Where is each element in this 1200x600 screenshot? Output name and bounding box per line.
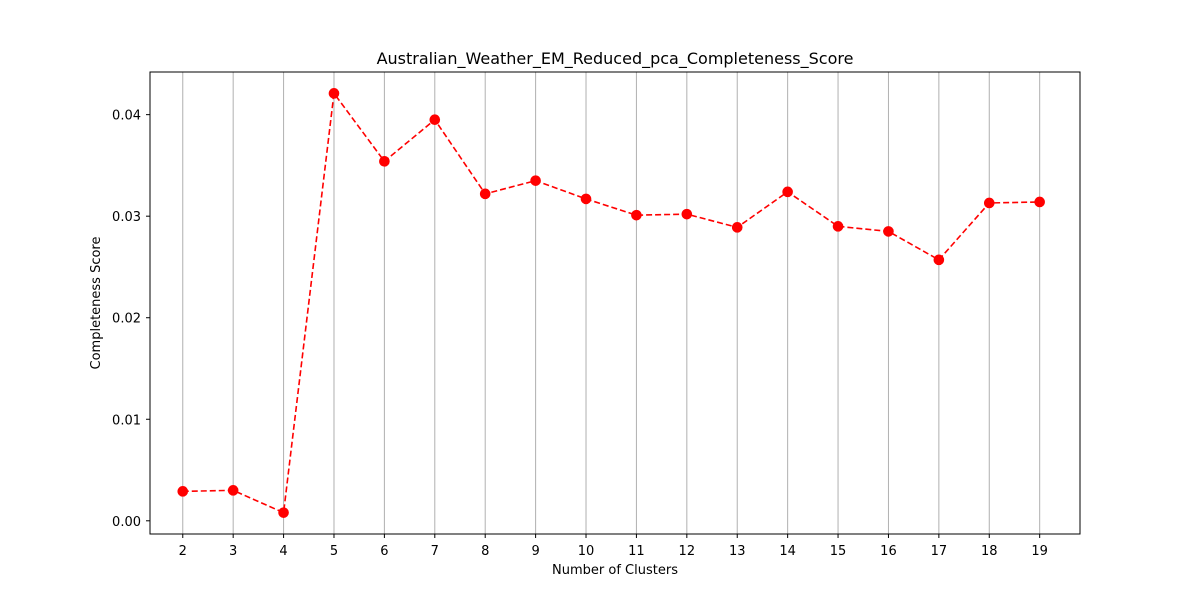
x-tick-label: 5 xyxy=(330,544,338,559)
x-tick-label: 9 xyxy=(531,544,539,559)
data-point xyxy=(681,208,693,220)
data-point xyxy=(278,507,289,518)
series-layer xyxy=(177,88,1045,518)
x-tick-label: 2 xyxy=(179,544,187,559)
y-tick-label: 0.00 xyxy=(112,515,141,530)
x-tick-label: 10 xyxy=(578,544,595,559)
data-point xyxy=(379,156,390,167)
x-axis-label: Number of Clusters xyxy=(552,563,678,578)
x-tick-label: 4 xyxy=(279,544,287,559)
x-tick-label: 15 xyxy=(830,544,847,559)
y-axis-ticks: 0.00 0.01 0.02 0.03 0.04 xyxy=(112,109,150,530)
data-point xyxy=(731,222,743,233)
data-point xyxy=(530,175,541,186)
data-point xyxy=(782,186,793,198)
x-tick-label: 19 xyxy=(1031,544,1048,559)
data-point xyxy=(580,193,592,205)
data-point xyxy=(1034,196,1045,208)
data-point xyxy=(479,188,491,200)
data-point xyxy=(227,485,239,496)
y-tick-label: 0.04 xyxy=(112,109,141,124)
x-axis-ticks: 2 3 4 5 6 7 8 9 10 11 12 13 14 15 16 17 18 19 xyxy=(179,534,1048,559)
x-tick-label: 8 xyxy=(481,544,489,559)
y-tick-label: 0.01 xyxy=(112,413,141,428)
data-point xyxy=(883,226,894,237)
x-tick-label: 3 xyxy=(229,544,237,559)
x-tick-label: 6 xyxy=(380,544,388,559)
x-tick-label: 17 xyxy=(931,544,948,559)
grid-lines xyxy=(182,72,1041,534)
data-point xyxy=(328,88,340,99)
data-point xyxy=(983,197,995,209)
data-point xyxy=(177,486,189,497)
x-tick-label: 12 xyxy=(679,544,696,559)
x-tick-label: 16 xyxy=(880,544,897,559)
y-tick-label: 0.03 xyxy=(112,210,141,225)
x-tick-label: 13 xyxy=(729,544,746,559)
y-axis-label: Completeness Score xyxy=(89,237,104,370)
plot-frame xyxy=(149,71,1081,535)
y-tick-label: 0.02 xyxy=(112,312,141,327)
x-tick-label: 11 xyxy=(628,544,645,559)
x-tick-label: 7 xyxy=(431,544,439,559)
x-tick-label: 14 xyxy=(779,544,796,559)
data-point xyxy=(631,209,642,221)
x-tick-label: 18 xyxy=(981,544,998,559)
series-line xyxy=(182,91,1040,514)
data-point xyxy=(933,254,945,266)
data-point xyxy=(429,114,441,126)
chart-title: Australian_Weather_EM_Reduced_pca_Comple… xyxy=(377,49,854,69)
data-point xyxy=(832,221,844,232)
